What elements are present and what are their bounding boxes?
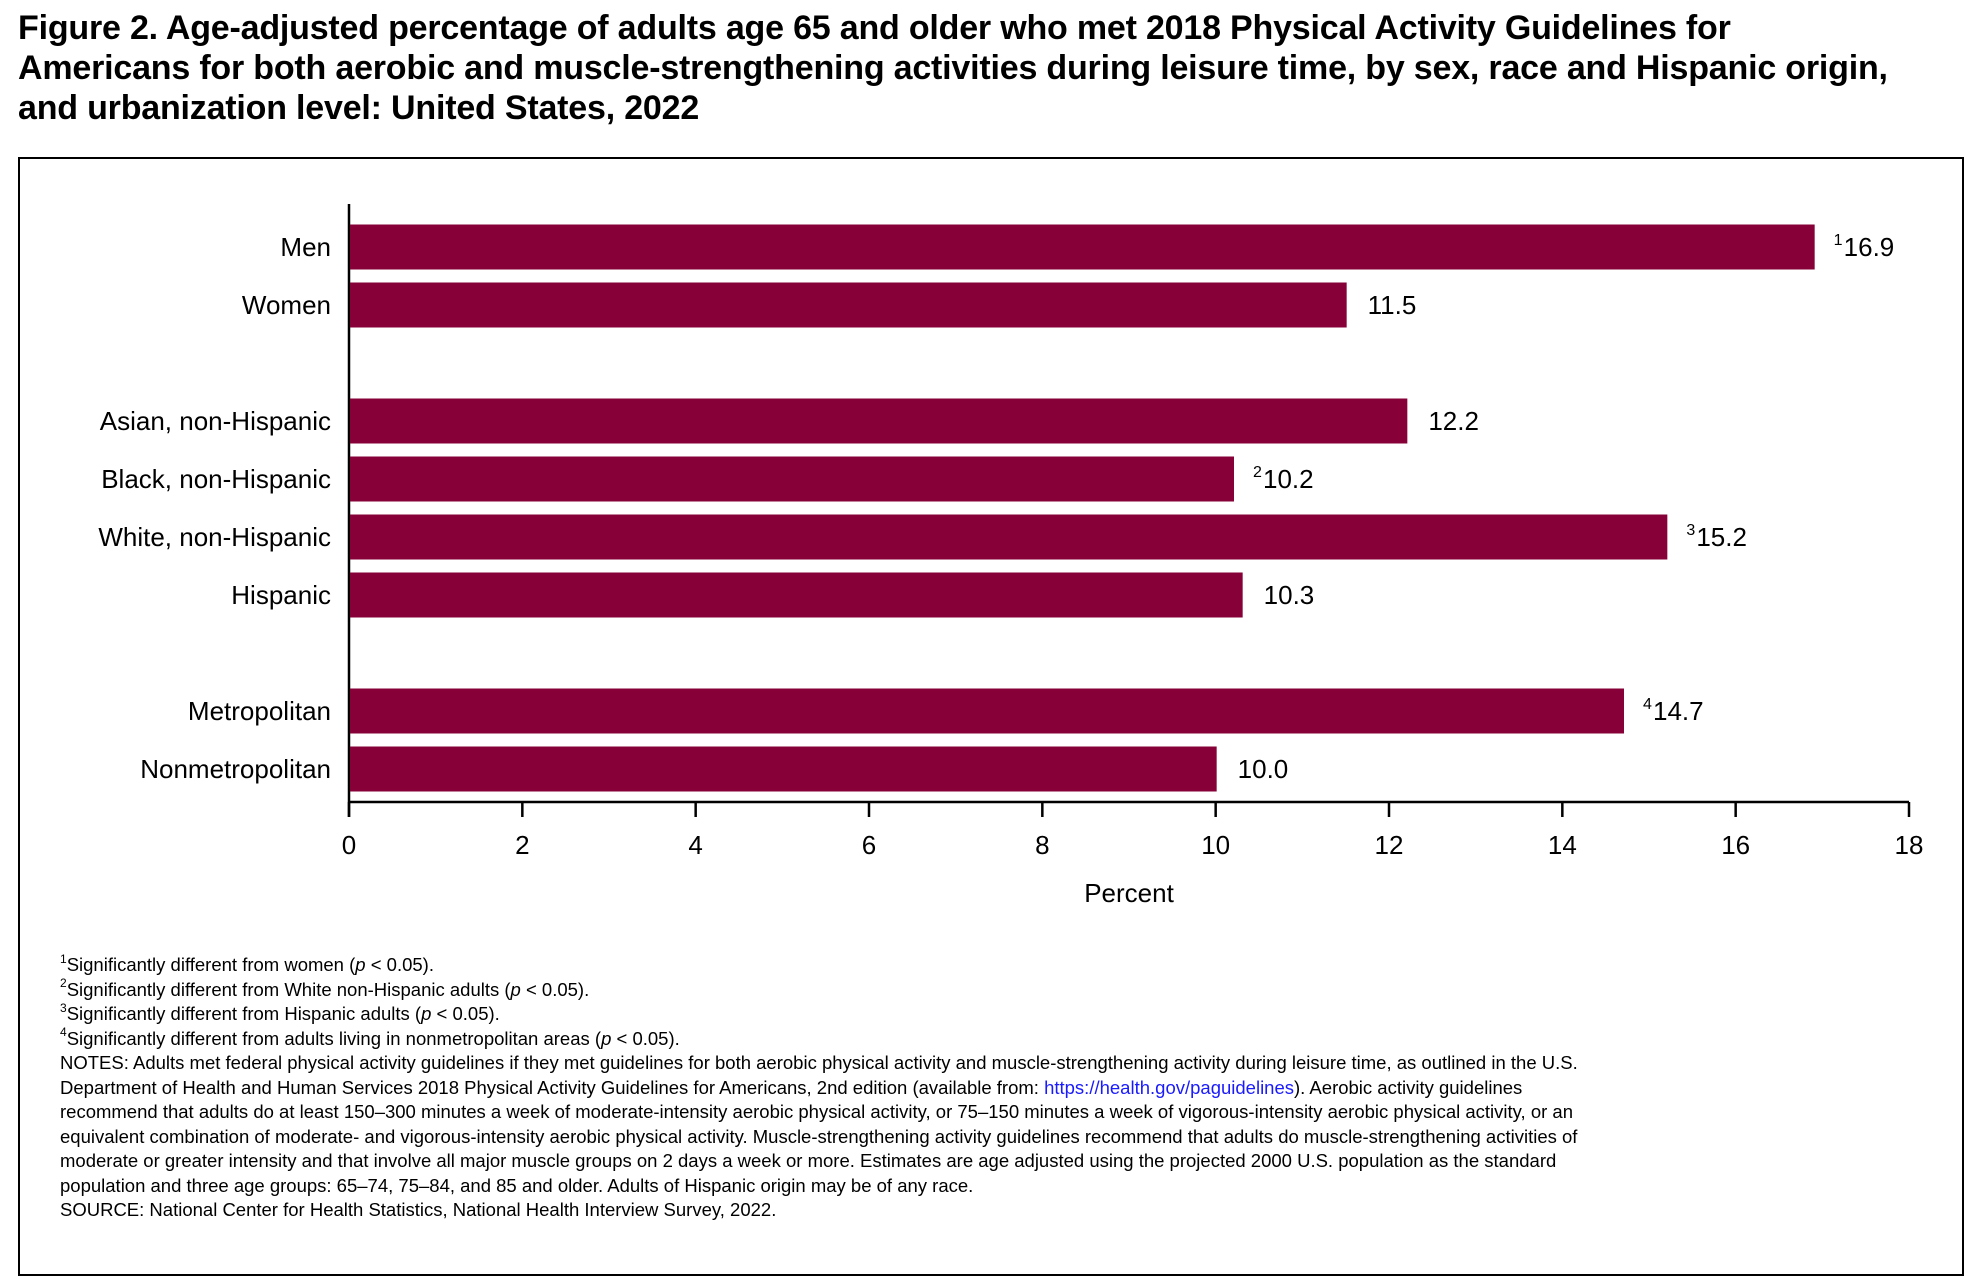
footnote-mark-men: 1 (1834, 232, 1843, 249)
category-label-hispanic: Hispanic (231, 580, 331, 610)
chart-frame: 0 2 4 6 8 10 12 14 16 18 Percent Men 1 16.9 Women 11.5 A… (18, 157, 1964, 1276)
category-label-black-non-hispanic: Black, non-Hispanic (101, 464, 331, 494)
bar-women (350, 282, 1347, 328)
category-label-nonmetropolitan: Nonmetropolitan (140, 754, 331, 784)
source-line: SOURCE: National Center for Health Stati… (60, 1199, 777, 1220)
footnote-3: 3Significantly different from Hispanic a… (60, 1002, 1940, 1027)
figure-title-line-2: Americans for both aerobic and muscle-st… (18, 49, 1888, 87)
footnote-3-p: p (421, 1003, 432, 1024)
footnote-1-text: Significantly different from women ( (66, 954, 356, 975)
footnote-2-tail: < 0.05). (520, 978, 590, 1000)
category-label-metropolitan: Metropolitan (188, 696, 331, 726)
footnote-3-text: Significantly different from Hispanic ad… (66, 1003, 422, 1024)
footnote-4-tail: < 0.05). (611, 1027, 680, 1049)
x-tick-label-14: 14 (1548, 830, 1577, 860)
notes-line-2-text: Department of Health and Human Services … (60, 1076, 1045, 1098)
footnote-2: 2Significantly different from White non-… (60, 976, 1940, 1003)
value-label-asian-non-hispanic: 12.2 (1428, 406, 1479, 436)
footnote-1-p: p (355, 954, 366, 975)
footnote-4-text: Significantly different from adults livi… (66, 1027, 602, 1049)
figure-title-line-3: and urbanization level: United States, 2… (18, 89, 700, 127)
notes-line-6: population and three age groups: 65–74, … (60, 1174, 974, 1196)
x-tick-label-12: 12 (1375, 830, 1404, 860)
x-tick-label-18: 18 (1895, 830, 1924, 860)
bar-white-non-hispanic (350, 514, 1668, 560)
notes-line-2-tail: ). Aerobic activity guidelines (1294, 1076, 1523, 1098)
value-label-women: 11.5 (1368, 290, 1417, 320)
value-label-black-non-hispanic: 10.2 (1263, 464, 1314, 494)
x-tick-label-4: 4 (688, 830, 702, 860)
footnote-1: 1Significantly different from women (p <… (60, 953, 1940, 978)
x-tick-label-2: 2 (515, 830, 529, 860)
footnote-mark-metropolitan: 4 (1643, 696, 1652, 713)
bar-asian-non-hispanic (350, 398, 1408, 444)
value-label-hispanic: 10.3 (1264, 580, 1315, 610)
x-tick-label-16: 16 (1721, 830, 1750, 860)
category-label-white-non-hispanic: White, non-Hispanic (98, 522, 331, 552)
bar-men (350, 224, 1815, 270)
footnote-1-mark: 1 (60, 951, 67, 966)
footnote-4-p: p (601, 1027, 612, 1049)
guidelines-link[interactable]: https://health.gov/paguidelines (1044, 1076, 1295, 1098)
notes-line-1: NOTES: Adults met federal physical activ… (60, 1052, 1578, 1073)
category-label-asian-non-hispanic: Asian, non-Hispanic (100, 406, 331, 436)
value-label-nonmetropolitan: 10.0 (1238, 754, 1289, 784)
figure-title: Figure 2. Age-adjusted percentage of adu… (18, 8, 1968, 128)
footnote-4: 4Significantly different from adults liv… (60, 1025, 1940, 1052)
bar-metropolitan (350, 688, 1624, 734)
category-label-men: Men (280, 232, 331, 262)
footnote-2-text: Significantly different from White non-H… (66, 978, 511, 1000)
footnote-3-tail: < 0.05). (431, 1003, 500, 1024)
x-axis-label: Percent (1084, 878, 1174, 908)
footnote-mark-white-non-hispanic: 3 (1686, 522, 1695, 539)
value-label-metropolitan: 14.7 (1653, 696, 1704, 726)
notes-line-2: Department of Health and Human Services … (60, 1076, 1940, 1101)
footnote-3-mark: 3 (60, 1000, 67, 1015)
value-label-men: 16.9 (1844, 232, 1895, 262)
bar-hispanic (350, 572, 1243, 618)
bar-nonmetropolitan (350, 746, 1217, 792)
bar-chart: 0 2 4 6 8 10 12 14 16 18 Percent Men 1 16.9 Women 11.5 A… (98, 204, 1924, 908)
footnote-1-tail: < 0.05). (365, 954, 434, 975)
figure-title-line-1: Figure 2. Age-adjusted percentage of adu… (18, 9, 1731, 47)
x-tick-label-0: 0 (342, 830, 356, 860)
notes-line-4: equivalent combination of moderate- and … (60, 1125, 1578, 1147)
footnote-2-mark: 2 (60, 976, 67, 991)
footnote-2-p: p (510, 978, 521, 1000)
footnote-mark-black-non-hispanic: 2 (1253, 464, 1262, 481)
category-label-women: Women (242, 290, 331, 320)
value-label-white-non-hispanic: 15.2 (1696, 522, 1747, 552)
notes-line-3: recommend that adults do at least 150–30… (60, 1101, 1573, 1122)
footnote-4-mark: 4 (60, 1025, 67, 1040)
notes-line-5: moderate or greater intensity and that i… (60, 1150, 1557, 1171)
chart-notes: 1Significantly different from women (p <… (60, 953, 1940, 1223)
x-tick-label-10: 10 (1201, 830, 1230, 860)
x-tick-label-8: 8 (1035, 830, 1049, 860)
bar-black-non-hispanic (350, 456, 1234, 502)
x-tick-label-6: 6 (862, 830, 876, 860)
